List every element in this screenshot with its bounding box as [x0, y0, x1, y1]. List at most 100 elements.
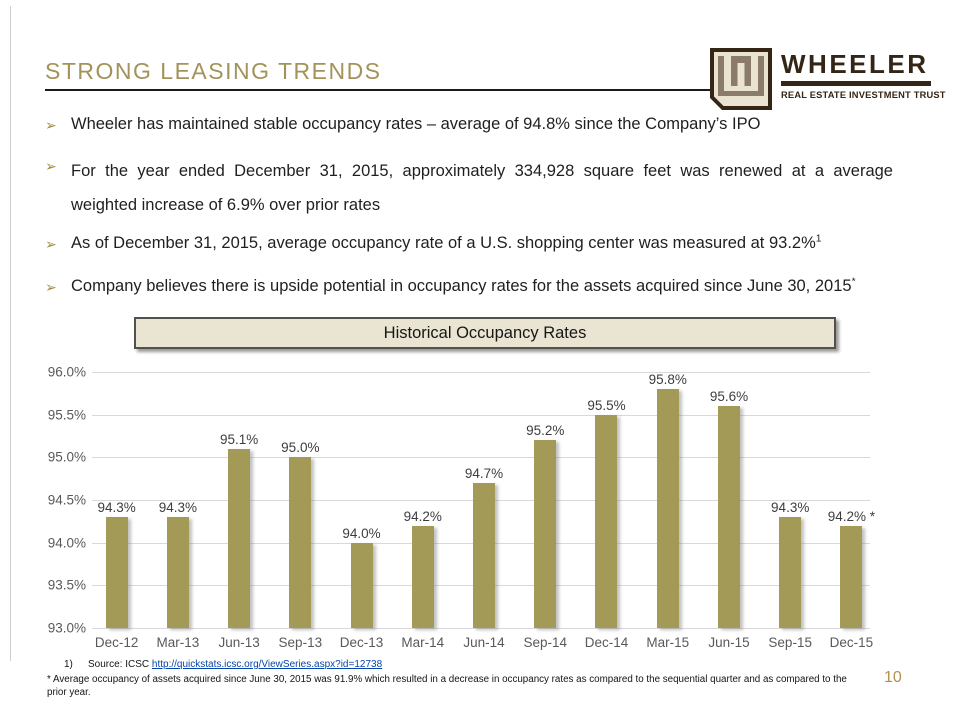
wheeler-logo: WHEELER REAL ESTATE INVESTMENT TRUST	[710, 48, 946, 110]
y-axis-label: 96.0%	[47, 364, 86, 380]
bar-column: 95.5%	[576, 372, 637, 628]
bar	[105, 517, 128, 628]
chart-title: Historical Occupancy Rates	[134, 317, 836, 349]
logo-text: WHEELER REAL ESTATE INVESTMENT TRUST	[781, 48, 946, 100]
bar-column: 95.0%	[270, 372, 331, 628]
bar	[350, 542, 373, 628]
bar-value-label: 94.3%	[158, 500, 197, 516]
bar-column: 94.0%	[331, 372, 392, 628]
bar	[840, 525, 863, 628]
x-axis-label: Dec-12	[94, 635, 139, 650]
bar-value-label: 95.2%	[526, 423, 565, 439]
x-axis-label: Sep-14	[523, 635, 568, 650]
bullet-item-4: ➢ Company believes there is upside poten…	[45, 276, 893, 297]
bar	[289, 457, 312, 628]
bar	[473, 482, 496, 628]
x-axis-label: Dec-15	[829, 635, 874, 650]
bar-value-label: 95.1%	[219, 431, 259, 447]
bullet-arrow-icon: ➢	[45, 158, 57, 175]
x-axis-label: Mar-15	[646, 635, 690, 650]
y-axis-label: 94.0%	[47, 535, 86, 551]
bar-column: 94.7%	[453, 372, 514, 628]
bullet-text-2-line-2: weighted increase of 6.9% over prior rat…	[71, 195, 381, 214]
footnote-ref-asterisk: *	[851, 276, 856, 288]
bar	[779, 517, 802, 628]
logo-divider-bar	[781, 81, 931, 86]
bullet-item-3: ➢ As of December 31, 2015, average occup…	[45, 233, 893, 254]
bar	[411, 525, 434, 628]
bar	[595, 414, 618, 628]
x-axis-label: Sep-13	[278, 635, 323, 650]
bar	[166, 517, 189, 628]
bar-value-label: 94.3%	[771, 500, 810, 516]
bar-column: 94.3%	[147, 372, 208, 628]
x-axis-label: Dec-14	[584, 635, 629, 650]
bar-column: 95.1%	[208, 372, 269, 628]
x-axis-label: Jun-14	[463, 635, 505, 650]
page-title: STRONG LEASING TRENDS	[45, 58, 382, 84]
bullet-text-3: As of December 31, 2015, average occupan…	[71, 233, 893, 254]
bullet-text-2-line-1: For the year ended December 31, 2015, ap…	[71, 162, 893, 181]
bar	[656, 389, 679, 628]
page-number: 10	[884, 669, 902, 686]
bar	[717, 406, 740, 628]
x-axis-label: Dec-13	[339, 635, 384, 650]
y-axis-label: 93.5%	[47, 577, 86, 593]
footnote-number: 1)	[64, 659, 73, 670]
x-axis-label: Mar-13	[156, 635, 200, 650]
bar-column: 94.3%	[760, 372, 821, 628]
bar-value-label: 95.6%	[709, 389, 749, 405]
bullet-text-4: Company believes there is upside potenti…	[71, 276, 893, 297]
bar-column: 95.8%	[637, 372, 698, 628]
bar-column: 94.2% *	[821, 372, 882, 628]
chart-y-axis: 96.0% 95.5% 95.0% 94.5% 94.0% 93.5% 93.0%	[28, 365, 86, 636]
bar-value-label: 95.8%	[648, 372, 687, 388]
x-axis-label: Mar-14	[401, 635, 445, 650]
bar	[534, 440, 557, 628]
bullet-arrow-icon: ➢	[45, 235, 57, 252]
bar-value-label: 95.5%	[587, 397, 626, 413]
slide-edge-line	[10, 6, 11, 661]
gridline	[92, 628, 870, 629]
y-axis-label: 94.5%	[47, 492, 86, 508]
bar-value-label: 94.3%	[97, 500, 136, 516]
bullet-text-2: For the year ended December 31, 2015, ap…	[71, 155, 893, 223]
bar-value-label: 94.2%	[403, 508, 442, 524]
title-underline	[45, 89, 712, 91]
chart-plot: 94.3% 94.3% 95.1% 95.0% 94.0% 94.2% 94.7% 95.2%…	[86, 372, 882, 629]
x-axis-label: Sep-15	[768, 635, 812, 650]
bullet-text-1: Wheeler has maintained stable occupancy …	[71, 115, 761, 133]
bars-container: 94.3% 94.3% 95.1% 95.0% 94.0% 94.2% 94.7% 95.2%…	[86, 372, 882, 628]
bar-column: 94.2%	[392, 372, 453, 628]
gridline	[92, 372, 870, 373]
chart-x-axis: Dec-12 Mar-13 Jun-13 Sep-13 Dec-13 Mar-14 Jun-…	[86, 635, 882, 650]
bullet-item-2: ➢ For the year ended December 31, 2015, …	[45, 155, 893, 223]
footnote-source-link[interactable]: http://quickstats.icsc.org/ViewSeries.as…	[151, 659, 383, 670]
bar-column: 95.6%	[698, 372, 759, 628]
y-axis-label: 95.0%	[47, 449, 86, 465]
bullet-list: ➢ Wheeler has maintained stable occupanc…	[45, 108, 893, 297]
bullet-arrow-icon: ➢	[45, 117, 57, 133]
bar-value-label: 94.2% *	[827, 508, 876, 524]
footnote-source: 1) Source: ICSC http://quickstats.icsc.or…	[64, 659, 382, 670]
bar	[228, 448, 251, 628]
bullet-text-4-body: Company believes there is upside potenti…	[71, 276, 852, 295]
bullet-arrow-icon: ➢	[45, 278, 57, 295]
wheeler-logo-mark-icon	[710, 48, 772, 110]
x-axis-label: Jun-15	[708, 635, 750, 650]
bar-value-label: 95.0%	[281, 440, 320, 456]
bar-column: 95.2%	[515, 372, 576, 628]
logo-wordmark: WHEELER	[781, 49, 929, 79]
gridline	[92, 414, 870, 416]
y-axis-label: 95.5%	[47, 407, 86, 423]
footnote-asterisk: * Average occupancy of assets acquired s…	[47, 674, 847, 698]
bullet-item-1: ➢ Wheeler has maintained stable occupanc…	[45, 114, 893, 135]
y-axis-label: 93.0%	[47, 620, 86, 636]
footnote-ref-1: 1	[815, 233, 822, 245]
logo-tagline: REAL ESTATE INVESTMENT TRUST	[781, 90, 946, 100]
gridline	[92, 457, 870, 459]
footnote-source-label: Source: ICSC	[88, 659, 150, 670]
bullet-text-3-body: As of December 31, 2015, average occupan…	[71, 233, 816, 252]
bar-value-label: 94.0%	[342, 525, 381, 541]
